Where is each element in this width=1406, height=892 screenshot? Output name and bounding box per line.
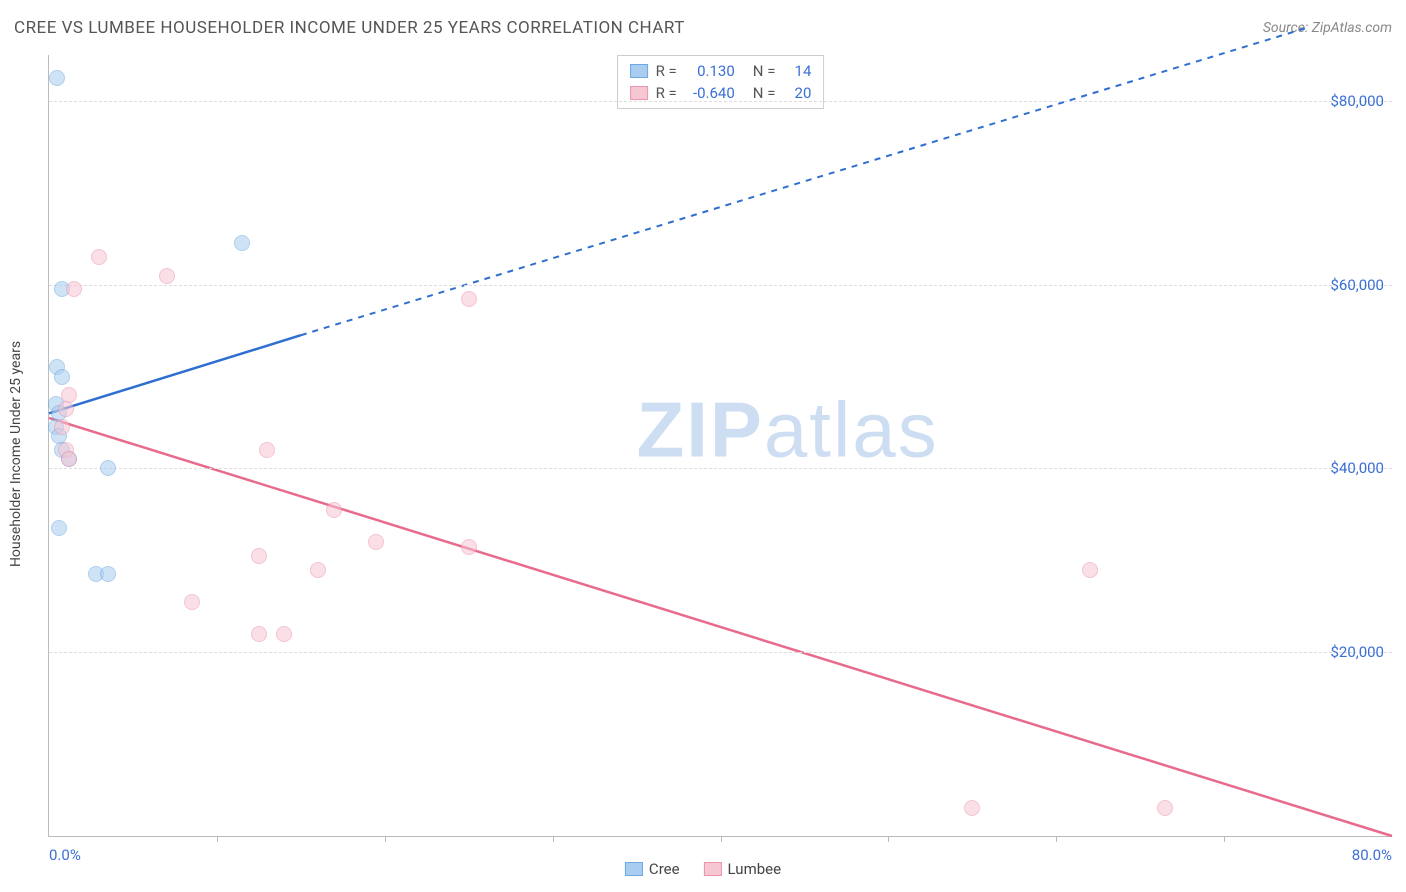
x-tick xyxy=(888,836,889,842)
x-tick xyxy=(1224,836,1225,842)
data-point-cree xyxy=(49,70,65,86)
data-point-lumbee xyxy=(184,594,200,610)
y-tick-label: $40,000 xyxy=(1330,459,1384,477)
data-point-lumbee xyxy=(964,800,980,816)
data-point-lumbee xyxy=(461,539,477,555)
swatch-lumbee xyxy=(630,86,648,100)
y-tick-label: $80,000 xyxy=(1330,92,1384,110)
plot-area: ZIPatlas R =0.130N =14R =-0.640N =20 0.0… xyxy=(48,55,1392,837)
data-point-cree xyxy=(51,520,67,536)
data-point-lumbee xyxy=(368,534,384,550)
x-tick xyxy=(217,836,218,842)
x-axis-min-label: 0.0% xyxy=(49,846,81,864)
data-point-lumbee xyxy=(54,419,70,435)
data-point-lumbee xyxy=(1082,562,1098,578)
x-tick xyxy=(385,836,386,842)
n-label: N = xyxy=(753,84,776,102)
data-point-lumbee xyxy=(1157,800,1173,816)
data-point-lumbee xyxy=(58,401,74,417)
legend-item-lumbee: Lumbee xyxy=(704,860,782,878)
data-point-lumbee xyxy=(310,562,326,578)
gridline-h xyxy=(49,285,1392,286)
regression-lines-layer xyxy=(49,55,1392,836)
data-point-lumbee xyxy=(251,626,267,642)
r-value: 0.130 xyxy=(685,62,735,80)
y-tick-label: $60,000 xyxy=(1330,276,1384,294)
y-tick-label: $20,000 xyxy=(1330,643,1384,661)
x-tick xyxy=(553,836,554,842)
data-point-cree xyxy=(100,460,116,476)
stats-row-cree: R = 0.130 N = 14 xyxy=(630,60,812,82)
data-point-lumbee xyxy=(66,281,82,297)
r-label: R = xyxy=(656,62,677,80)
n-label: N = xyxy=(753,62,776,80)
data-point-lumbee xyxy=(259,442,275,458)
legend-label: Lumbee xyxy=(728,860,782,878)
legend-swatch-lumbee xyxy=(704,862,722,876)
legend-swatch-cree xyxy=(625,862,643,876)
n-value: 20 xyxy=(783,84,811,102)
regression-line-cree xyxy=(49,335,301,413)
chart-header: CREE VS LUMBEE HOUSEHOLDER INCOME UNDER … xyxy=(14,18,1392,38)
x-tick xyxy=(1056,836,1057,842)
legend-label: Cree xyxy=(649,860,680,878)
y-axis-label: Householder Income Under 25 years xyxy=(8,341,24,567)
swatch-cree xyxy=(630,64,648,78)
data-point-lumbee xyxy=(461,291,477,307)
data-point-lumbee xyxy=(61,451,77,467)
data-point-lumbee xyxy=(159,268,175,284)
r-label: R = xyxy=(656,84,677,102)
chart-title: CREE VS LUMBEE HOUSEHOLDER INCOME UNDER … xyxy=(14,18,685,38)
data-point-lumbee xyxy=(326,502,342,518)
data-point-cree xyxy=(100,566,116,582)
gridline-h xyxy=(49,652,1392,653)
data-point-cree xyxy=(54,369,70,385)
gridline-h xyxy=(49,101,1392,102)
bottom-legend: Cree Lumbee xyxy=(625,860,781,878)
data-point-lumbee xyxy=(91,249,107,265)
r-value: -0.640 xyxy=(685,84,735,102)
source-attribution: Source: ZipAtlas.com xyxy=(1263,20,1392,36)
data-point-lumbee xyxy=(276,626,292,642)
x-tick xyxy=(721,836,722,842)
data-point-cree xyxy=(234,235,250,251)
legend-item-cree: Cree xyxy=(625,860,680,878)
gridline-h xyxy=(49,468,1392,469)
regression-line-lumbee xyxy=(49,418,1392,836)
data-point-lumbee xyxy=(251,548,267,564)
x-axis-max-label: 80.0% xyxy=(1352,846,1392,864)
n-value: 14 xyxy=(783,62,811,80)
